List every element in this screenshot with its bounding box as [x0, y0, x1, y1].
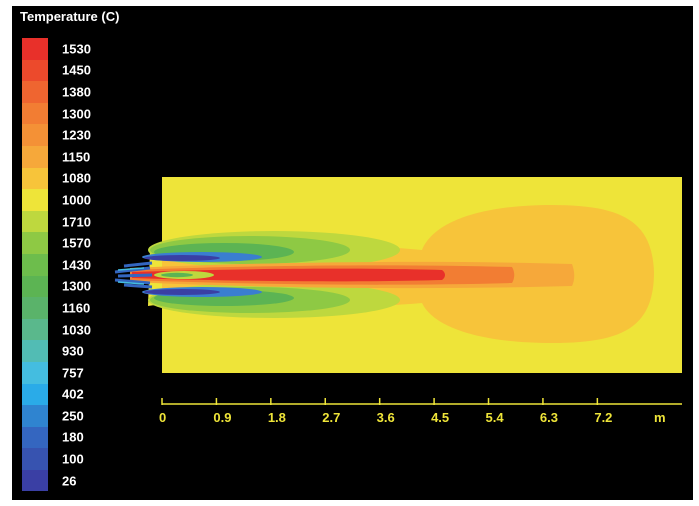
- legend-label: 1530: [62, 41, 91, 57]
- legend-level: 180: [22, 426, 122, 449]
- legend-swatch: [22, 383, 48, 406]
- legend-level: 1570: [22, 232, 122, 254]
- legend-swatch: [22, 81, 48, 103]
- x-tick-label: 2.7: [322, 410, 340, 425]
- legend-label: 1030: [62, 322, 91, 338]
- legend-level: 402: [22, 383, 122, 406]
- legend-swatch: [22, 59, 48, 82]
- legend-label: 1080: [62, 170, 91, 186]
- x-axis-unit: m: [654, 410, 666, 425]
- legend-swatch: [22, 275, 48, 298]
- legend-label: 1430: [62, 257, 91, 273]
- legend-label: 930: [62, 343, 84, 359]
- legend-swatch: [22, 189, 48, 211]
- lower-cold-tip: [144, 289, 220, 295]
- legend-label: 1450: [62, 62, 91, 78]
- legend-label: 180: [62, 429, 84, 445]
- legend-swatch: [22, 361, 48, 384]
- legend-level: 1380: [22, 81, 122, 103]
- legend-swatch: [22, 340, 48, 362]
- legend-label: 250: [62, 408, 84, 424]
- legend-swatch: [22, 426, 48, 449]
- legend-swatch: [22, 102, 48, 125]
- legend-level: 757: [22, 361, 122, 384]
- chart-panel: Temperature (C) 1530 1450 1380 1300 1230 1150…: [12, 6, 693, 500]
- legend-level: 1300: [22, 275, 122, 298]
- jet-core: [132, 268, 445, 282]
- x-tick-label: 3.6: [377, 410, 395, 425]
- legend-level: 1080: [22, 167, 122, 190]
- legend-label: 26: [62, 473, 77, 489]
- legend-label: 1570: [62, 235, 91, 251]
- x-tick-label: 6.3: [540, 410, 558, 425]
- nozzle-streaks: [114, 261, 153, 289]
- legend-swatch: [22, 448, 48, 470]
- legend-level: 250: [22, 405, 122, 427]
- legend-title: Temperature (C): [20, 9, 120, 24]
- legend-label: 402: [62, 386, 84, 402]
- legend-level: 1150: [22, 145, 122, 168]
- x-axis: 0 0.9 1.8 2.7 3.6 4.5 5.4 6.3 7.2 m: [159, 398, 682, 425]
- legend-swatch: [22, 167, 48, 190]
- legend-swatch: [22, 232, 48, 254]
- x-tick-label: 0: [159, 410, 166, 425]
- legend-label: 1300: [62, 278, 91, 294]
- legend-swatch: [22, 253, 48, 276]
- x-tick-label: 5.4: [486, 410, 505, 425]
- x-tick-label: 1.8: [268, 410, 286, 425]
- legend-level: 1230: [22, 124, 122, 146]
- legend-level: 26: [22, 469, 122, 492]
- legend-swatch: [22, 405, 48, 427]
- legend-label: 1230: [62, 127, 91, 143]
- legend-level: 1450: [22, 59, 122, 82]
- legend-swatch: [22, 469, 48, 492]
- x-tick-label: 0.9: [213, 410, 231, 425]
- legend-level: 1160: [22, 297, 122, 319]
- legend-label: 1710: [62, 214, 91, 230]
- legend-label: 757: [62, 365, 84, 381]
- x-tick-label: 7.2: [594, 410, 612, 425]
- legend-level: 1300: [22, 102, 122, 125]
- legend-label: 1380: [62, 84, 91, 100]
- legend-level: 1000: [22, 189, 122, 211]
- nozzle-streaks-cold: [117, 267, 145, 285]
- legend-label: 1300: [62, 106, 91, 122]
- x-tick-label: 4.5: [431, 410, 449, 425]
- legend-level: 1530: [22, 38, 122, 60]
- legend-swatch: [22, 210, 48, 233]
- legend-label: 1150: [62, 149, 91, 165]
- legend-swatch: [22, 297, 48, 319]
- legend-level: 100: [22, 448, 122, 470]
- jet-center-core: [161, 272, 193, 278]
- temperature-field-plot: 0 0.9 1.8 2.7 3.6 4.5 5.4 6.3 7.2 m: [114, 177, 682, 425]
- legend-label: 1160: [62, 300, 91, 316]
- legend-swatch: [22, 145, 48, 168]
- legend-level: 930: [22, 340, 122, 362]
- legend-swatch: [22, 318, 48, 341]
- legend-swatch: [22, 38, 48, 60]
- legend-level: 1030: [22, 318, 122, 341]
- color-legend: 1530 1450 1380 1300 1230 1150 1080 1000 1710 1570…: [22, 38, 122, 492]
- legend-swatch: [22, 124, 48, 146]
- legend-level: 1430: [22, 253, 122, 276]
- legend-label: 1000: [62, 192, 91, 208]
- legend-label: 100: [62, 451, 84, 467]
- legend-level: 1710: [22, 210, 122, 233]
- upper-cold-tip: [144, 255, 220, 261]
